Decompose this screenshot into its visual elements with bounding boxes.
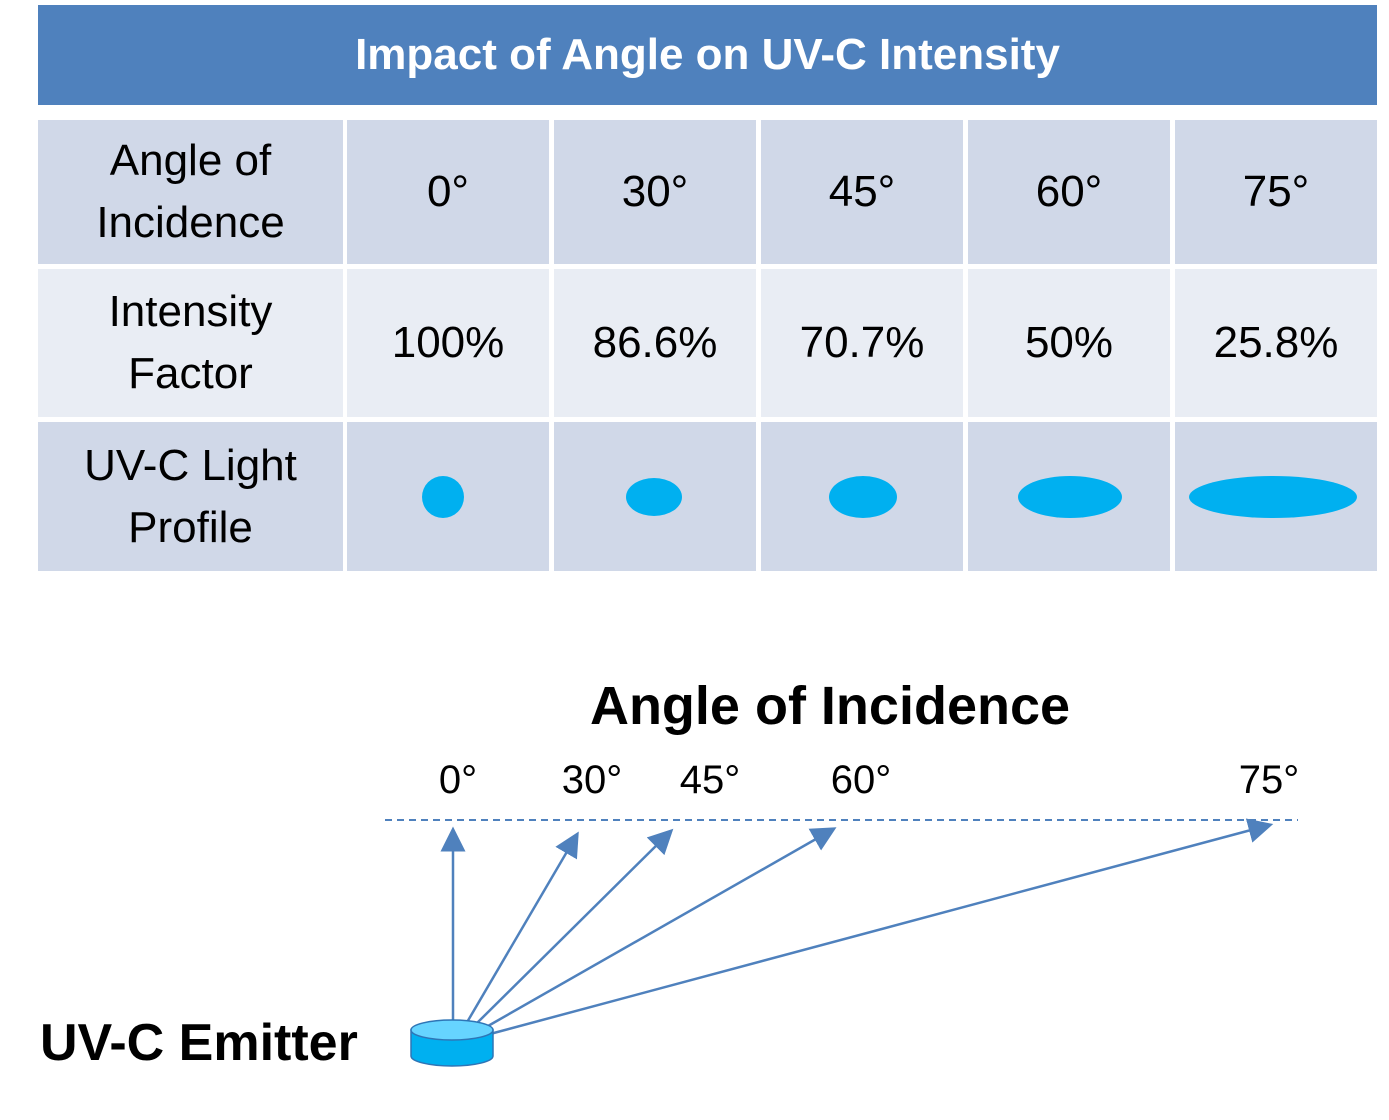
angle-cell: 45°: [761, 120, 963, 264]
row-header-intensity: Intensity Factor: [38, 269, 343, 417]
row-header-intensity-line1: Intensity: [108, 287, 273, 336]
profile-spot-60deg: [1018, 476, 1122, 518]
profile-cell: [554, 422, 756, 571]
angle-cell: 75°: [1175, 120, 1377, 264]
row-header-profile-line1: UV-C Light: [84, 440, 297, 490]
angle-cell: 30°: [554, 120, 756, 264]
axis-title: Angle of Incidence: [589, 676, 1071, 736]
emitter-label: UV-C Emitter: [40, 1014, 358, 1072]
uv-c-emitter-icon: [410, 1019, 494, 1067]
intensity-cell: 86.6%: [554, 269, 756, 417]
profile-cell: [1175, 422, 1377, 571]
angle-label-30: 30°: [561, 758, 623, 802]
profile-cell: [761, 422, 963, 571]
profile-cell: [968, 422, 1170, 571]
profile-cell: [347, 422, 549, 571]
angle-label-45: 45°: [679, 758, 741, 802]
angle-cell: 60°: [968, 120, 1170, 264]
profile-spot-45deg: [829, 476, 897, 518]
ray-45deg: [472, 828, 674, 1028]
intensity-cell: 70.7%: [761, 269, 963, 417]
row-header-angle-line2: Incidence: [96, 198, 285, 247]
angle-label-75: 75°: [1238, 758, 1300, 802]
row-header-angle: Angle of Incidence: [38, 120, 343, 264]
row-header-angle-line1: Angle of: [109, 136, 272, 185]
row-header-profile-line2: Profile: [128, 502, 253, 552]
ray-60deg: [480, 827, 837, 1032]
angle-label-0: 0°: [438, 758, 478, 802]
intensity-cell: 25.8%: [1175, 269, 1377, 417]
ray-30deg: [464, 831, 579, 1025]
angle-cell: 0°: [347, 120, 549, 264]
row-header-intensity-line2: Factor: [128, 349, 253, 398]
profile-spot-75deg: [1189, 476, 1357, 518]
table-title: Impact of Angle on UV-C Intensity: [38, 5, 1377, 105]
intensity-cell: 100%: [347, 269, 549, 417]
profile-spot-0deg: [422, 476, 464, 518]
intensity-cell: 50%: [968, 269, 1170, 417]
angle-label-60: 60°: [830, 758, 892, 802]
profile-spot-30deg: [626, 478, 682, 516]
ray-75deg: [489, 818, 1274, 1036]
row-header-profile: UV-C Light Profile: [38, 422, 343, 571]
